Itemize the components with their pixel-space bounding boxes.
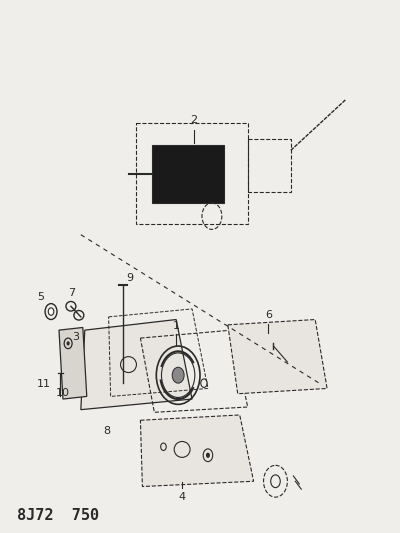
- Text: 4: 4: [178, 492, 186, 502]
- Text: 8: 8: [103, 425, 110, 435]
- Text: 6: 6: [265, 310, 272, 319]
- Text: 11: 11: [37, 379, 51, 389]
- Polygon shape: [140, 415, 254, 487]
- Text: 2: 2: [190, 115, 198, 125]
- Text: 9: 9: [126, 273, 134, 284]
- Polygon shape: [81, 319, 192, 410]
- Text: 10: 10: [56, 389, 70, 398]
- Text: 7: 7: [68, 288, 75, 298]
- Polygon shape: [152, 144, 224, 203]
- Text: 8J72  750: 8J72 750: [17, 508, 100, 523]
- Text: 1: 1: [173, 321, 180, 331]
- Circle shape: [48, 308, 54, 316]
- Polygon shape: [228, 319, 327, 394]
- Circle shape: [172, 367, 184, 383]
- Text: 5: 5: [38, 292, 45, 302]
- Text: 3: 3: [72, 332, 79, 342]
- Circle shape: [66, 341, 70, 345]
- Polygon shape: [59, 327, 87, 399]
- Circle shape: [206, 453, 210, 458]
